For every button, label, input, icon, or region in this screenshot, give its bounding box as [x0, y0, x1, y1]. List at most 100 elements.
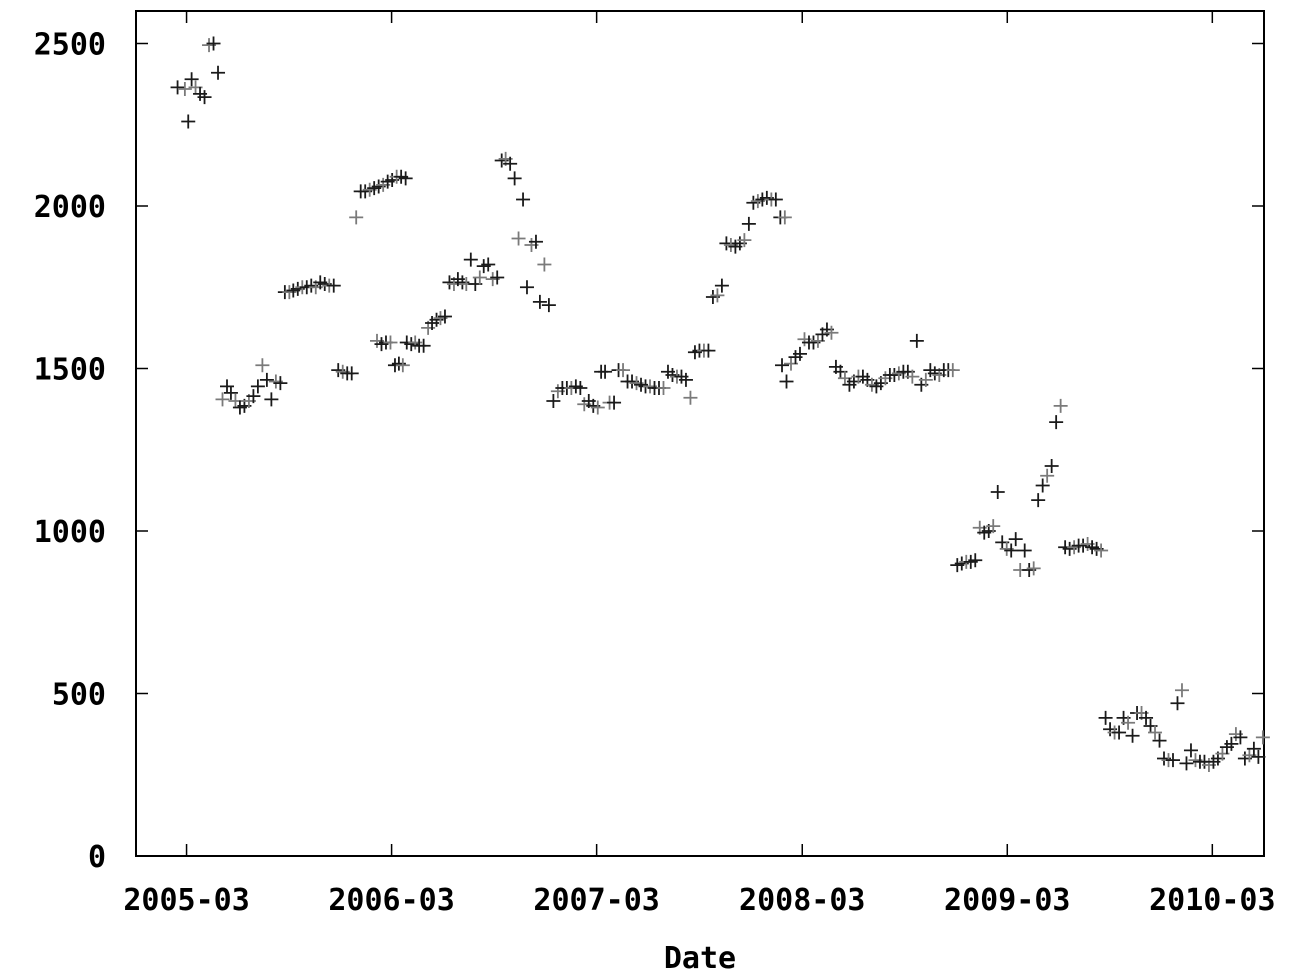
data-point	[1094, 543, 1109, 558]
data-point	[391, 356, 406, 371]
data-point	[683, 390, 698, 405]
data-point	[710, 288, 725, 303]
data-point	[714, 278, 729, 293]
data-point	[177, 82, 192, 96]
y-tick-label: 1500	[34, 353, 106, 388]
data-point	[1026, 561, 1041, 576]
data-point	[777, 210, 792, 225]
data-point	[1121, 715, 1136, 730]
data-point	[990, 485, 1005, 499]
data-point	[678, 372, 693, 387]
data-point	[598, 364, 613, 379]
data-point	[255, 358, 270, 373]
data-point	[1008, 532, 1023, 547]
data-point	[516, 192, 531, 207]
data-point	[775, 358, 790, 373]
data-point	[528, 234, 543, 249]
plot-frame	[135, 10, 1265, 857]
data-point	[1233, 730, 1248, 745]
x-tick-label: 2007-03	[533, 883, 659, 918]
data-point	[490, 270, 505, 285]
data-point	[206, 36, 221, 51]
data-point	[416, 338, 431, 353]
data-point	[408, 335, 423, 350]
data-point	[1112, 725, 1127, 740]
data-point	[264, 392, 279, 407]
x-axis-ticks: 2005-03 2006-03 2007-03 2008-03 2009-03 2010-…	[123, 11, 1276, 918]
y-tick-label: 500	[52, 678, 106, 713]
x-tick-label: 2005-03	[123, 883, 249, 918]
data-point	[349, 210, 364, 225]
data-point	[616, 363, 631, 378]
data-point	[472, 270, 487, 285]
data-point	[220, 379, 235, 394]
data-point	[1049, 415, 1064, 430]
data-point	[1040, 468, 1055, 483]
data-point	[590, 400, 605, 415]
data-point	[181, 114, 196, 129]
data-point	[986, 519, 1001, 534]
data-point	[918, 372, 933, 387]
data-point	[1152, 733, 1167, 748]
data-point	[211, 65, 226, 80]
data-point	[1044, 459, 1059, 473]
data-point	[905, 369, 920, 384]
data-point	[1148, 725, 1163, 740]
x-tick-label: 2008-03	[739, 883, 865, 918]
x-tick-label: 2010-03	[1149, 883, 1275, 918]
data-point	[223, 385, 238, 400]
data-point	[737, 233, 752, 248]
data-point	[344, 366, 359, 381]
data-point	[792, 346, 807, 361]
data-point	[1183, 743, 1198, 758]
data-point	[1179, 756, 1194, 771]
data-point	[573, 381, 588, 395]
data-point	[215, 392, 230, 407]
data-point	[246, 389, 261, 404]
data-point	[537, 257, 552, 272]
y-axis-ticks: 0 500 1000 1500 2000 2500	[34, 28, 1264, 875]
data-point	[968, 553, 983, 568]
data-point	[326, 278, 341, 293]
data-point	[437, 309, 452, 324]
y-tick-label: 0	[88, 840, 106, 875]
data-point	[1035, 478, 1050, 493]
data-point	[741, 216, 756, 231]
x-axis-label: Date	[664, 941, 736, 976]
data-point	[1251, 749, 1266, 764]
data-point	[1255, 730, 1270, 745]
data-point	[170, 80, 185, 95]
y-tick-label: 1000	[34, 515, 106, 550]
data-point	[511, 231, 526, 246]
y-tick-label: 2000	[34, 190, 106, 225]
data-point	[546, 394, 561, 408]
data-point	[607, 395, 622, 410]
data-point	[1139, 710, 1154, 725]
data-point	[273, 376, 288, 391]
data-point	[503, 156, 518, 171]
data-point	[481, 257, 496, 272]
data-point	[1224, 736, 1239, 751]
data-point	[824, 325, 839, 340]
data-point	[1174, 683, 1189, 698]
data-point	[184, 72, 199, 87]
x-tick-label: 2006-03	[328, 883, 454, 918]
y-tick-label: 2500	[34, 28, 106, 63]
data-point	[768, 192, 783, 207]
data-point	[507, 171, 522, 186]
x-tick-label: 2009-03	[944, 883, 1070, 918]
data-point	[395, 358, 410, 373]
data-point	[398, 171, 413, 186]
data-point	[656, 381, 671, 395]
data-points	[170, 36, 1270, 772]
data-point	[1017, 543, 1032, 558]
data-point	[909, 333, 924, 348]
data-point	[779, 374, 794, 389]
data-point	[259, 372, 274, 387]
data-point	[1053, 398, 1068, 413]
data-point	[250, 379, 265, 394]
data-point	[494, 153, 509, 168]
data-point	[463, 252, 478, 267]
data-point	[1166, 753, 1180, 768]
